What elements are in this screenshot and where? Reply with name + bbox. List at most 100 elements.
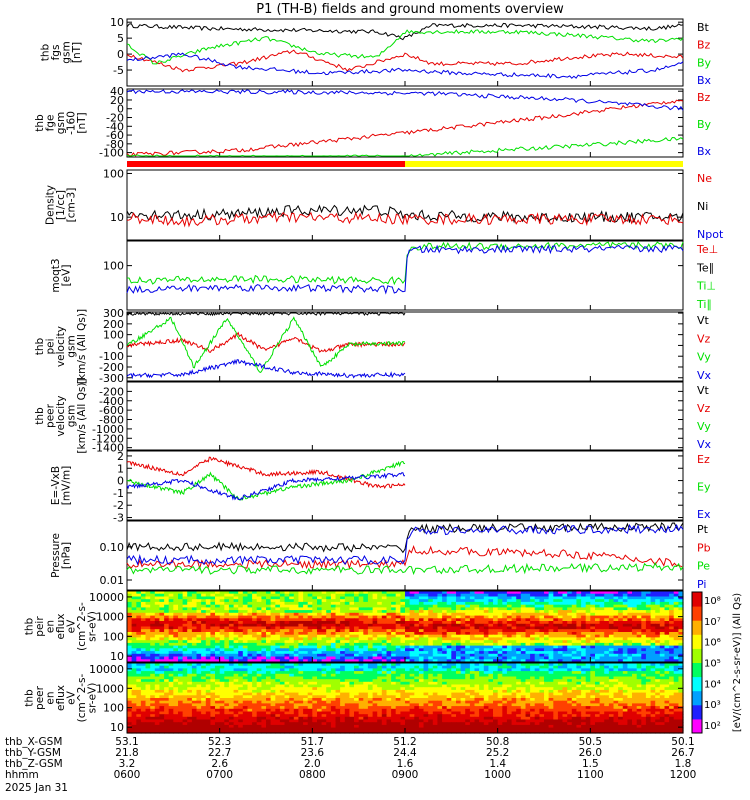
heatmap-cell <box>409 653 415 658</box>
heatmap-cell <box>659 665 665 669</box>
heatmap-cell <box>409 673 415 678</box>
heatmap-cell <box>627 618 633 622</box>
heatmap-cell <box>520 651 526 655</box>
heatmap-cell <box>650 671 656 675</box>
heatmap-cell <box>608 618 615 622</box>
heatmap-cell <box>664 656 670 660</box>
heatmap-cell <box>381 629 387 633</box>
heatmap-cell <box>650 618 656 622</box>
heatmap-cell <box>317 651 323 655</box>
heatmap-cell <box>669 640 675 644</box>
heatmap-cell <box>585 612 591 617</box>
heatmap-cell <box>326 640 332 644</box>
heatmap-cell <box>414 684 420 688</box>
heatmap-cell <box>645 596 652 600</box>
heatmap-cell <box>377 604 383 608</box>
heatmap-cell <box>326 653 332 658</box>
heatmap-cell <box>321 612 327 617</box>
heatmap-cell <box>131 642 137 647</box>
heatmap-cell <box>284 681 290 686</box>
heatmap-cell <box>539 615 545 619</box>
heatmap-cell <box>233 629 239 633</box>
heatmap-cell <box>595 621 601 625</box>
heatmap-cell <box>275 645 281 649</box>
heatmap-cell <box>465 634 471 638</box>
heatmap-cell <box>317 626 323 630</box>
heatmap-cell <box>516 621 522 625</box>
heatmap-cell <box>395 676 401 680</box>
heatmap-cell <box>599 692 605 696</box>
heatmap-cell <box>530 607 536 611</box>
heatmap-cell <box>196 648 202 652</box>
heatmap-cell <box>340 687 346 691</box>
heatmap-cell <box>678 623 684 628</box>
heatmap-cell <box>497 689 503 694</box>
heatmap-cell <box>219 604 225 608</box>
heatmap-cell <box>284 648 290 652</box>
heatmap-cell <box>581 692 587 696</box>
heatmap-cell <box>145 640 151 644</box>
heatmap-cell <box>525 689 531 694</box>
heatmap-cell <box>520 681 526 686</box>
heatmap-cell <box>289 651 295 655</box>
heatmap-cell <box>247 626 253 630</box>
heatmap-cell <box>224 612 230 617</box>
heatmap-cell <box>335 663 341 667</box>
heatmap-cell <box>159 623 165 628</box>
heatmap-cell <box>242 615 248 619</box>
heatmap-cell <box>534 629 540 633</box>
heatmap-cell <box>590 681 596 686</box>
heatmap-cell <box>493 601 499 606</box>
heatmap-cell <box>488 687 494 691</box>
y-tick-label: -200 <box>99 361 124 374</box>
heatmap-cell <box>502 637 508 641</box>
heatmap-cell <box>576 673 582 678</box>
heatmap-cell <box>215 604 221 608</box>
heatmap-cell <box>261 648 267 652</box>
heatmap-cell <box>303 640 309 644</box>
heatmap-cell <box>164 656 170 660</box>
heatmap-cell <box>215 673 221 678</box>
heatmap-cell <box>136 610 142 614</box>
heatmap-cell <box>506 673 513 678</box>
heatmap-cell <box>187 634 193 638</box>
heatmap-cell <box>451 659 457 663</box>
heatmap-cell <box>252 673 258 678</box>
heatmap-cell <box>469 663 476 667</box>
heatmap-cell <box>354 676 360 680</box>
heatmap-cell <box>293 648 299 652</box>
heatmap-cell <box>275 684 281 688</box>
heatmap-cell <box>182 596 188 600</box>
heatmap-cell <box>474 610 480 614</box>
heatmap-cell <box>321 668 327 672</box>
heatmap-cell <box>145 642 151 647</box>
heatmap-cell <box>284 645 290 649</box>
heatmap-cell <box>618 607 624 611</box>
heatmap-cell <box>414 621 420 625</box>
heatmap-cell <box>627 640 633 644</box>
heatmap-cell <box>381 651 387 655</box>
heatmap-cell <box>585 656 591 660</box>
heatmap-cell <box>164 623 170 628</box>
heatmap-cell <box>576 604 582 608</box>
heatmap-cell <box>613 668 619 672</box>
heatmap-cell <box>372 596 378 600</box>
heatmap-cell <box>326 621 332 625</box>
heatmap-cell <box>136 645 142 649</box>
heatmap-cell <box>247 623 253 628</box>
heatmap-cell <box>534 632 540 636</box>
heatmap-cell <box>131 648 137 652</box>
heatmap-cell <box>613 663 619 667</box>
y-axis-label: [nPa] <box>60 542 72 569</box>
heatmap-cell <box>465 676 471 680</box>
heatmap-cell <box>557 668 564 672</box>
heatmap-cell <box>557 593 564 597</box>
heatmap-cell <box>168 604 174 608</box>
heatmap-cell <box>474 659 480 663</box>
heatmap-cell <box>613 665 619 669</box>
heatmap-cell <box>548 601 554 606</box>
heatmap-cell <box>474 632 480 636</box>
heatmap-cell <box>604 653 610 658</box>
heatmap-cell <box>367 601 374 606</box>
heatmap-cell <box>298 665 304 669</box>
